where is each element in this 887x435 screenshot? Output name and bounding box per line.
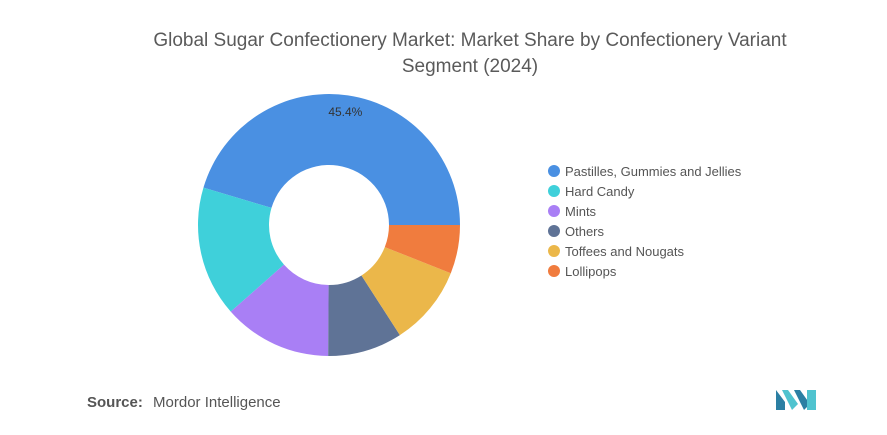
legend-swatch: [548, 245, 560, 257]
legend-item-lollipops: Lollipops: [548, 261, 741, 281]
legend-swatch: [548, 185, 560, 197]
source-line: Source: Mordor Intelligence: [87, 394, 281, 411]
chart-title: Global Sugar Confectionery Market: Marke…: [153, 30, 787, 77]
data-label-pastilles-gummies-and-jellies: 45.4%: [328, 105, 362, 119]
legend-label: Hard Candy: [565, 183, 635, 199]
legend-label: Others: [565, 223, 605, 239]
source-text: Mordor Intelligence: [153, 394, 281, 411]
legend-item-hard-candy: Hard Candy: [548, 181, 741, 201]
slice-hard-candy: [197, 187, 284, 312]
legend-label: Toffees and Nougats: [565, 243, 685, 259]
legend-item-others: Others: [548, 221, 741, 241]
legend-swatch: [548, 205, 560, 217]
legend-swatch: [548, 165, 560, 177]
chart-legend: Pastilles, Gummies and Jellies Hard Candy…: [548, 161, 741, 281]
slice-pastilles-gummies-and-jellies: [203, 94, 460, 225]
legend-item-pastilles-gummies-and-jellies: Pastilles, Gummies and Jellies: [548, 161, 741, 181]
legend-swatch: [548, 225, 560, 237]
legend-swatch: [548, 265, 560, 277]
slice-lollipops: [384, 225, 460, 274]
mordor-intelligence-logo-icon: [776, 390, 816, 410]
slice-others: [328, 275, 400, 356]
legend-item-toffees-and-nougats: Toffees and Nougats: [548, 241, 741, 261]
legend-label: Pastilles, Gummies and Jellies: [565, 163, 742, 179]
legend-label: Lollipops: [565, 263, 617, 279]
slice-mints: [230, 264, 329, 356]
legend-item-mints: Mints: [548, 201, 741, 221]
source-label: Source:: [87, 394, 143, 411]
slice-toffees-and-nougats: [361, 247, 451, 336]
legend-label: Mints: [565, 203, 597, 219]
